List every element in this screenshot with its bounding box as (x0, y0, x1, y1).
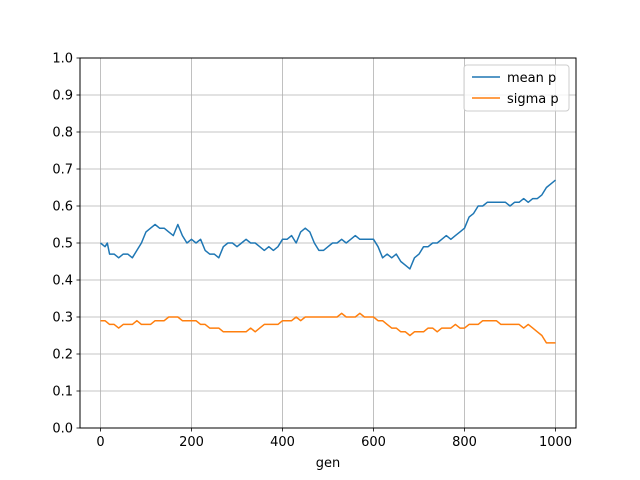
legend: mean p sigma p (463, 64, 570, 112)
series-line-mean-p (100, 179, 556, 270)
x-tick-label: 400 (270, 435, 295, 450)
y-tick-label: 0.8 (52, 126, 73, 141)
y-tick-label: 0.4 (52, 274, 73, 289)
legend-label: mean p (507, 71, 556, 86)
y-tick-label: 0.1 (52, 385, 73, 400)
x-tick-label: 0 (96, 435, 104, 450)
x-axis-label: gen (316, 456, 341, 471)
y-tick-label: 0.0 (52, 422, 73, 437)
x-tick-label: 200 (179, 435, 204, 450)
x-tick-label: 600 (361, 435, 386, 450)
y-tick-label: 0.6 (52, 200, 73, 215)
y-axis-ticks: 0.0 0.1 0.2 0.3 0.4 0.5 0.6 0.7 0.8 0.9 1.0 (52, 52, 80, 437)
y-tick-label: 1.0 (52, 52, 73, 67)
y-tick-label: 0.7 (52, 163, 73, 178)
x-tick-label: 800 (452, 435, 477, 450)
series-line-sigma-p (100, 312, 556, 344)
y-tick-label: 0.5 (52, 237, 73, 252)
x-axis-ticks: 0 200 400 600 800 1000 (96, 428, 572, 450)
legend-label: sigma p (507, 92, 559, 107)
x-tick-label: 1000 (539, 435, 572, 450)
series-layer (100, 179, 556, 344)
y-tick-label: 0.3 (52, 311, 73, 326)
y-tick-label: 0.2 (52, 348, 73, 363)
y-tick-label: 0.9 (52, 89, 73, 104)
